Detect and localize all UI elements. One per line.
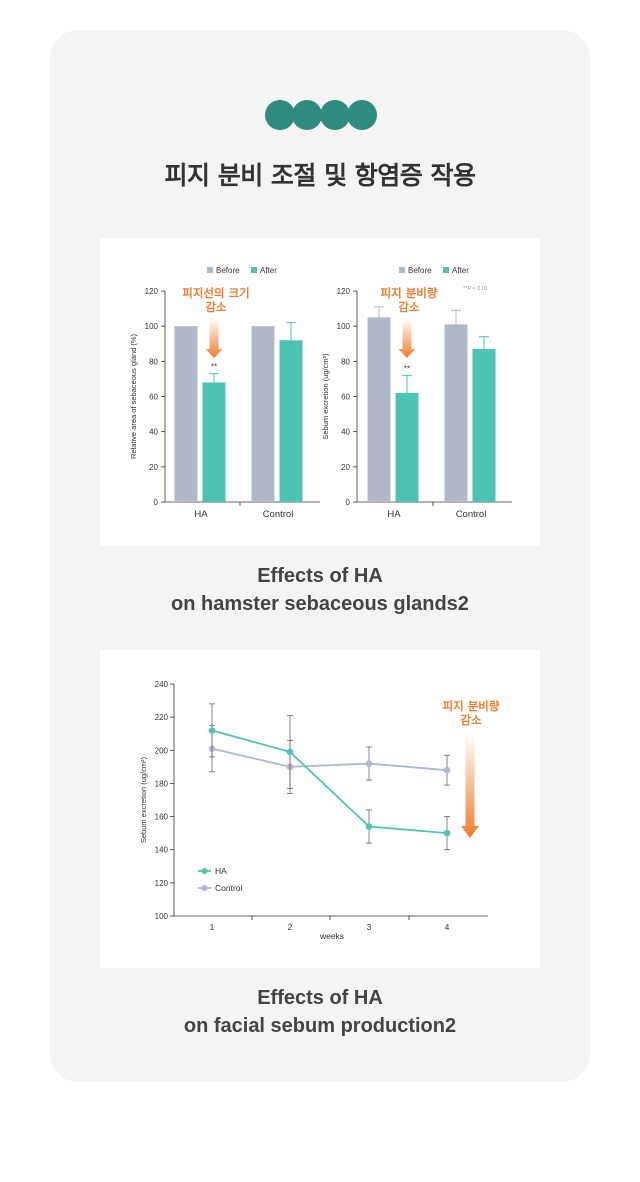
section-title: 피지 분비 조절 및 항염증 작용 (164, 161, 476, 190)
y-tick-label: 80 (341, 357, 350, 366)
decrease-arrow (461, 732, 479, 838)
bar-after (395, 392, 419, 502)
significance-label: ** (211, 363, 217, 372)
legend-label: HA (215, 866, 227, 876)
data-point-ha (208, 727, 216, 734)
decorative-dots (265, 100, 377, 130)
y-tick-label: 120 (145, 287, 159, 296)
legend-swatch (207, 267, 213, 273)
figure1-caption-line1: Effects of HA (257, 565, 383, 587)
category-label: HA (194, 509, 208, 520)
legend-marker (201, 885, 208, 891)
y-axis-label: Relative area of sebaceous gland (%) (129, 333, 138, 459)
series-line-ha (211, 729, 448, 835)
y-tick-label: 20 (149, 463, 158, 472)
bar-before (174, 326, 198, 502)
y-tick-label: 0 (346, 498, 351, 507)
y-tick-label: 220 (155, 713, 169, 722)
legend-marker (201, 868, 208, 874)
dot-2 (292, 100, 322, 130)
series-line-control (211, 747, 448, 772)
figure1-caption: Effects of HA on hamster sebaceous gland… (0, 562, 640, 618)
annotation-text: 피지선의 크기 (182, 286, 249, 300)
y-tick-label: 120 (337, 287, 351, 296)
dot-3 (320, 100, 350, 130)
y-tick-label: 100 (145, 322, 159, 331)
line-chart-panel: 100 120 140 160 180 200 220 240 1 2 3 4 weeks Sebum e… (100, 650, 540, 968)
y-tick-label: 20 (341, 463, 350, 472)
data-point-control (443, 766, 451, 774)
bar-before (251, 326, 275, 502)
legend-label: Before (408, 266, 432, 275)
annotation-text: 피지 분비량 (443, 699, 500, 713)
x-axis-label: weeks (319, 931, 344, 941)
data-point-ha (365, 823, 373, 830)
annotation-text: 감소 (460, 713, 482, 727)
y-tick-label: 40 (149, 428, 158, 437)
y-tick-label: 60 (341, 393, 350, 402)
legend-label: After (260, 266, 277, 275)
y-tick-label: 120 (155, 879, 169, 888)
legend-swatch (251, 267, 257, 273)
dot-1 (265, 100, 295, 130)
y-tick-label: 0 (154, 498, 159, 507)
y-tick-label: 180 (155, 779, 169, 788)
bar-before (444, 324, 468, 502)
x-tick-label: 4 (445, 922, 450, 932)
legend-label: After (452, 266, 469, 275)
y-tick-label: 100 (155, 912, 169, 921)
y-tick-label: 200 (155, 746, 169, 755)
line-chart: 100 120 140 160 180 200 220 240 1 2 3 4 weeks Sebum e… (139, 680, 500, 941)
figure2-caption-line2: on facial sebum production2 (183, 1015, 457, 1037)
figure1-caption-line2: on hamster sebaceous glands2 (171, 593, 469, 615)
x-tick-label: 2 (288, 922, 293, 932)
figure2-caption-line1: Effects of HA (257, 987, 383, 1009)
legend-label: Control (215, 883, 243, 893)
x-tick-label: 3 (367, 922, 372, 932)
y-tick-label: 80 (149, 357, 158, 366)
p-value-note: **P < 0.01 (463, 286, 488, 292)
bar-after (472, 349, 496, 502)
bar-chart-1: 0 20 40 60 80 100 120 Relative area of sebaceou… (129, 266, 320, 520)
y-tick-label: 240 (155, 680, 169, 689)
legend-swatch (443, 267, 449, 273)
annotation-text: 감소 (205, 300, 227, 314)
data-point-ha (443, 829, 451, 837)
bar-before (367, 317, 391, 502)
y-tick-label: 60 (149, 393, 158, 402)
bar-after (202, 382, 226, 502)
y-tick-label: 140 (155, 846, 169, 855)
significance-label: ** (404, 364, 410, 373)
data-point-ha (286, 748, 294, 756)
bar-chart-2: 0 20 40 60 80 100 120 Sebum excretion (ug/cm²) H… (321, 266, 512, 520)
figure2-caption: Effects of HA on facial sebum production… (0, 984, 640, 1040)
category-label: Control (263, 509, 294, 520)
annotation-text: 감소 (398, 300, 420, 314)
decrease-arrow (398, 318, 416, 358)
bar-charts-panel: 0 20 40 60 80 100 120 Relative area of sebaceou… (100, 238, 540, 546)
data-point-control (365, 760, 373, 767)
legend-swatch (399, 267, 405, 273)
line-chart-svg: 100 120 140 160 180 200 220 240 1 2 3 4 weeks Sebum e… (139, 680, 500, 941)
y-axis-label: Sebum excretion (ug/cm²) (321, 353, 330, 440)
bar-charts-svg: 0 20 40 60 80 100 120 Relative area of sebaceou… (129, 266, 512, 520)
y-tick-label: 100 (337, 322, 351, 331)
y-tick-label: 160 (155, 813, 169, 822)
legend-label: Before (216, 266, 240, 275)
y-axis-label: Sebum excretion (ug/cm²) (139, 756, 148, 843)
category-label: Control (456, 509, 487, 520)
bar-after (279, 340, 303, 502)
category-label: HA (387, 509, 401, 520)
decrease-arrow (205, 318, 223, 358)
x-tick-label: 1 (210, 922, 215, 932)
dot-4 (347, 100, 377, 130)
annotation-text: 피지 분비량 (381, 286, 438, 300)
y-tick-label: 40 (341, 428, 350, 437)
